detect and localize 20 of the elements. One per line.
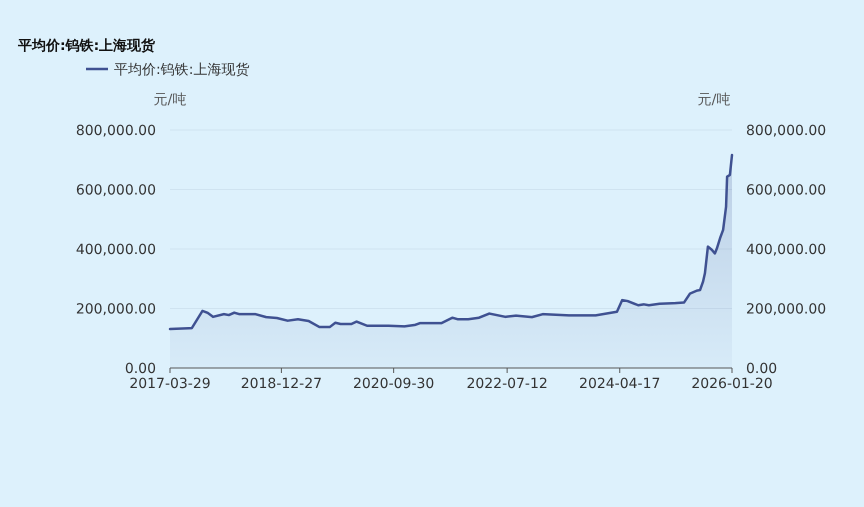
y2-tick-label: 200,000.00 xyxy=(746,302,826,318)
chart-title: 平均价:钨铁:上海现货 xyxy=(17,38,156,54)
y-tick-label: 800,000.00 xyxy=(76,123,156,139)
y2-tick-label: 0.00 xyxy=(746,361,778,377)
y2-axis-title: 元/吨 xyxy=(698,92,730,108)
x-tick-label: 2026-01-20 xyxy=(691,376,773,392)
y2-tick-label: 800,000.00 xyxy=(746,123,826,139)
y2-tick-label: 400,000.00 xyxy=(746,242,826,258)
y-tick-label: 200,000.00 xyxy=(76,302,156,318)
x-tick-label: 2018-12-27 xyxy=(240,376,322,392)
legend-label: 平均价:钨铁:上海现货 xyxy=(114,62,250,78)
x-tick-label: 2017-03-29 xyxy=(129,376,211,392)
y2-tick-label: 600,000.00 xyxy=(746,182,826,198)
x-tick-label: 2020-09-30 xyxy=(352,376,434,392)
x-tick-label: 2022-07-12 xyxy=(466,376,548,392)
y-tick-label: 0.00 xyxy=(124,361,156,377)
y-axis-title: 元/吨 xyxy=(154,92,186,108)
y-tick-label: 400,000.00 xyxy=(76,242,156,258)
x-tick-label: 2024-04-17 xyxy=(579,376,660,392)
y-tick-label: 600,000.00 xyxy=(76,182,156,198)
